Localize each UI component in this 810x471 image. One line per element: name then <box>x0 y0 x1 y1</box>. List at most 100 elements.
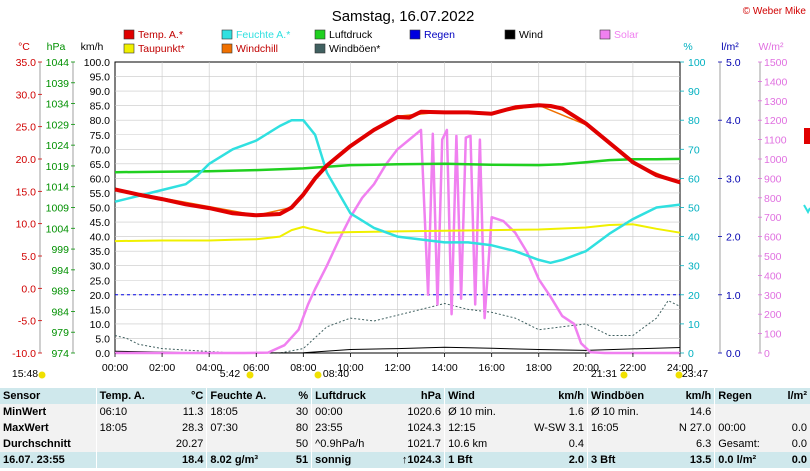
table-cell: 1021.7 <box>385 436 445 452</box>
row-label: MinWert <box>0 404 97 420</box>
table-cell: 13.5 <box>664 452 715 468</box>
tick-label-wind: 35.0 <box>90 246 111 258</box>
tick-label-wind: 75.0 <box>90 130 111 142</box>
axis-unit-pressure: hPa <box>47 41 66 53</box>
tick-label-rain: 3.0 <box>726 173 741 185</box>
table-row: Durchschnitt 20.27 50 ^0.9hPa/h 1021.7 10.6 k… <box>0 436 810 452</box>
table-cell <box>95 452 163 468</box>
series-line <box>114 103 681 218</box>
series-line <box>114 300 681 354</box>
x-tick-label: 12:00 <box>384 362 410 374</box>
time-mark-label: 08:40 <box>323 368 349 380</box>
table-cell <box>206 436 288 452</box>
tick-label-solar: 0 <box>764 348 770 360</box>
tick-label-solar: 1000 <box>764 154 788 166</box>
table-cell <box>714 404 777 420</box>
x-tick-label: 14:00 <box>431 362 457 374</box>
table-cell: W-SW 3.1 <box>514 420 588 436</box>
axis-ticks: 35.0 30.0 25.0 20.0 15.0 10.0 5.0 0.0 -5.0 -10.0 1… <box>12 57 787 360</box>
legend-item: Windchill <box>221 43 278 55</box>
legend-swatch <box>599 29 611 40</box>
table-cell <box>95 436 163 452</box>
row-label: MaxWert <box>0 420 97 436</box>
sun-icon <box>314 371 322 379</box>
tick-label-humidity: 0 <box>688 348 694 360</box>
tick-label-wind: 5.0 <box>95 333 110 345</box>
tick-label-solar: 1400 <box>764 76 788 88</box>
table-cell: 0.4 <box>514 436 588 452</box>
tick-label-humidity: 100 <box>688 57 706 69</box>
temp-fragment <box>804 128 810 144</box>
table-cell: 14.6 <box>664 404 715 420</box>
legend-label: Taupunkt* <box>138 43 185 55</box>
tick-label-wind: 100.0 <box>84 57 110 69</box>
tick-label-temp: 35.0 <box>16 57 37 69</box>
tick-label-solar: 100 <box>764 329 782 341</box>
legend-label: Solar <box>614 29 639 41</box>
legend-label: Feuchte A.* <box>236 29 290 41</box>
x-tick-label: 08:00 <box>290 362 316 374</box>
legend-swatch <box>221 43 233 54</box>
tick-label-solar: 600 <box>764 232 782 244</box>
axis-unit-wind: km/h <box>81 41 104 53</box>
tick-label-temp: 15.0 <box>16 186 37 198</box>
table-cell <box>776 404 810 420</box>
tick-label-humidity: 10 <box>688 319 700 331</box>
legend-swatch <box>221 29 233 40</box>
tick-label-wind: 50.0 <box>90 203 111 215</box>
table-cell: 0.0 l/m² <box>714 452 777 468</box>
tick-label-wind: 90.0 <box>90 86 111 98</box>
legend-item: Solar <box>599 29 639 41</box>
tick-label-rain: 2.0 <box>726 232 741 244</box>
stats-table: Sensor Temp. A. °C Feuchte A.% Luftdruck hPa W… <box>0 388 810 468</box>
row-label: Durchschnitt <box>0 436 97 452</box>
axis-unit-solar: W/m² <box>758 41 784 53</box>
tick-label-wind: 20.0 <box>90 290 111 302</box>
tick-label-humidity: 60 <box>688 173 700 185</box>
tick-label-wind: 40.0 <box>90 232 111 244</box>
table-cell: 00:00 <box>714 420 777 436</box>
sun-icon <box>38 371 46 379</box>
legend-swatch <box>504 29 516 40</box>
tick-label-wind: 85.0 <box>90 101 111 113</box>
legend-item: Regen <box>409 29 455 41</box>
series-line <box>115 128 680 355</box>
tick-label-solar: 500 <box>764 251 782 263</box>
axis-unit-humidity: % <box>683 41 692 53</box>
table-cell: 1.6 <box>514 404 588 420</box>
tick-label-solar: 1200 <box>764 115 788 127</box>
legend-item: Taupunkt* <box>123 43 185 55</box>
table-cell: 8.02 g/m³ <box>206 452 288 468</box>
table-cell: 18:05 <box>206 404 288 420</box>
tick-label-humidity: 50 <box>688 203 700 215</box>
table-cell: 1024.3 <box>385 420 445 436</box>
table-cell: Regen <box>714 388 777 404</box>
tick-label-temp: 20.0 <box>16 154 37 166</box>
tick-label-rain: 1.0 <box>726 290 741 302</box>
weather-chart: Samstag, 16.07.2022 © Weber Mike Temp. A… <box>12 6 810 380</box>
legend-label: Temp. A.* <box>138 29 183 41</box>
time-mark-label: 5:42 <box>220 368 241 380</box>
tick-label-solar: 800 <box>764 193 782 205</box>
table-cell: ^0.9hPa/h <box>311 436 386 452</box>
axis-unit-temp: °C <box>18 41 30 53</box>
x-tick-label: 10:00 <box>337 362 363 374</box>
humidity-fragment <box>803 204 810 215</box>
tick-label-wind: 45.0 <box>90 217 111 229</box>
tick-label-humidity: 30 <box>688 261 700 273</box>
tick-label-temp: 25.0 <box>16 122 37 134</box>
tick-label-humidity: 40 <box>688 232 700 244</box>
tick-label-pressure: 1029 <box>46 119 70 131</box>
tick-label-temp: 30.0 <box>16 89 37 101</box>
x-tick-label: 00:00 <box>102 362 128 374</box>
x-tick-label: 06:00 <box>243 362 269 374</box>
tick-label-humidity: 90 <box>688 86 700 98</box>
table-cell: 30 <box>287 404 312 420</box>
table-cell: 00:00 <box>311 404 386 420</box>
tick-label-solar: 300 <box>764 290 782 302</box>
table-cell: 18:05 <box>95 420 163 436</box>
chart-credit: © Weber Mike <box>743 6 807 17</box>
tick-label-wind: 80.0 <box>90 115 111 127</box>
table-cell: Gesamt: <box>714 436 777 452</box>
table-cell: 6.3 <box>664 436 715 452</box>
